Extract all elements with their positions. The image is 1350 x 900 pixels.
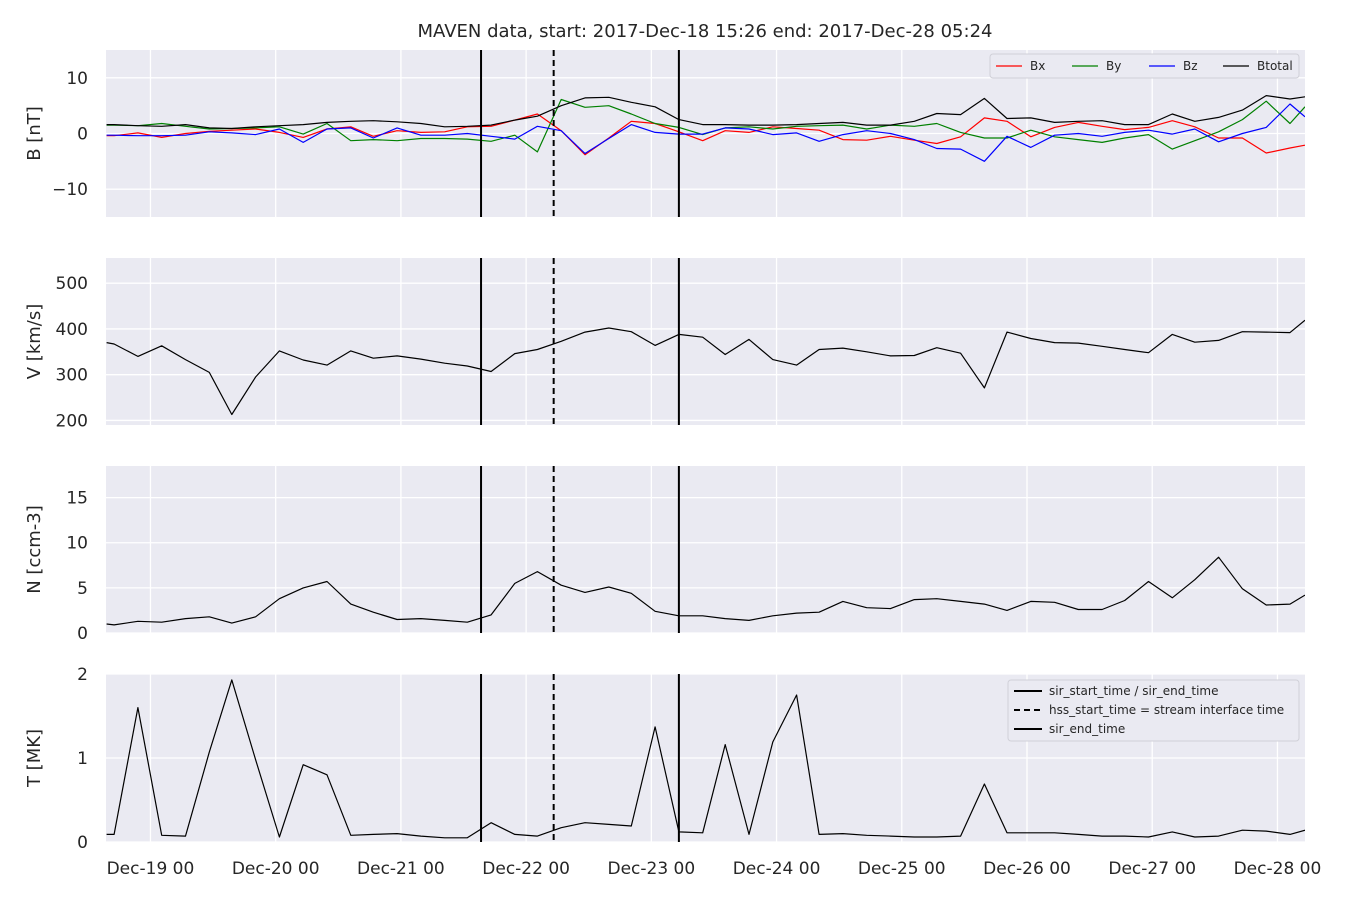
series-line-V (106, 319, 1305, 416)
y-tick-label: 1 (77, 749, 88, 769)
y-axis-label: V [km/s] (24, 304, 45, 379)
y-tick-label: −10 (52, 180, 88, 200)
x-tick-label: Dec-23 00 (607, 859, 695, 879)
x-tick-label: Dec-27 00 (1108, 859, 1196, 879)
panel-N: 0 5 10 15 N [ccm-3] (24, 466, 1305, 644)
y-tick-label: 10 (66, 69, 88, 89)
series-line-Bx (106, 113, 1305, 156)
series-group (106, 94, 1305, 162)
series-line-N (106, 556, 1305, 626)
y-tick-label: 300 (56, 366, 88, 386)
x-tick-label: Dec-24 00 (733, 859, 821, 879)
plot-area-N (106, 466, 1305, 633)
y-axis-label: T [MK] (24, 729, 45, 788)
y-axis-label: N [ccm-3] (24, 505, 45, 594)
legend-label-By: By (1106, 59, 1121, 73)
legend-label-Bx: Bx (1030, 59, 1045, 73)
y-tick-label: 0 (77, 624, 88, 644)
legend-box (989, 53, 1300, 79)
y-tick-label: 400 (56, 320, 88, 340)
plot-area-V (106, 258, 1305, 425)
y-axis-label: B [nT] (24, 106, 45, 161)
x-tick-label: Dec-28 00 (1234, 859, 1322, 879)
legend-box (1007, 679, 1300, 742)
chart-title: MAVEN data, start: 2017-Dec-18 15:26 end… (418, 21, 993, 42)
x-tick-label: Dec-19 00 (107, 859, 195, 879)
series-group (106, 679, 1305, 839)
legend-label-Bz: Bz (1183, 59, 1198, 73)
legend-t: sir_start_time / sir_end_time hss_start_t… (1007, 679, 1300, 742)
series-group (106, 556, 1305, 626)
x-tick-label: Dec-20 00 (232, 859, 320, 879)
y-tick-label: 0 (77, 125, 88, 145)
x-tick-label: Dec-21 00 (357, 859, 445, 879)
y-tick-label: 5 (77, 579, 88, 599)
y-tick-label: 200 (56, 411, 88, 431)
y-tick-label: 15 (66, 489, 88, 509)
x-axis-ticks: Dec-19 00 Dec-20 00 Dec-21 00 Dec-22 00 Dec-… (107, 859, 1322, 879)
x-tick-label: Dec-26 00 (983, 859, 1071, 879)
legend-label-Btotal: Btotal (1257, 59, 1293, 73)
x-tick-label: Dec-25 00 (858, 859, 946, 879)
y-tick-label: 0 (77, 833, 88, 853)
legend-label: hss_start_time = stream interface time (1049, 703, 1284, 717)
legend-label: sir_start_time / sir_end_time (1049, 684, 1219, 698)
y-tick-label: 10 (66, 534, 88, 554)
series-line-T (106, 679, 1305, 839)
series-line-Bz (106, 103, 1305, 162)
series-group (106, 319, 1305, 416)
x-tick-label: Dec-22 00 (482, 859, 570, 879)
panel-V: 200 300 400 500 V [km/s] (24, 258, 1305, 431)
legend-label: sir_end_time (1049, 722, 1125, 736)
series-line-Btotal (106, 94, 1305, 130)
legend-b: Bx By Bz Btotal (989, 53, 1300, 79)
y-tick-label: 500 (56, 274, 88, 294)
y-tick-label: 2 (77, 665, 88, 685)
